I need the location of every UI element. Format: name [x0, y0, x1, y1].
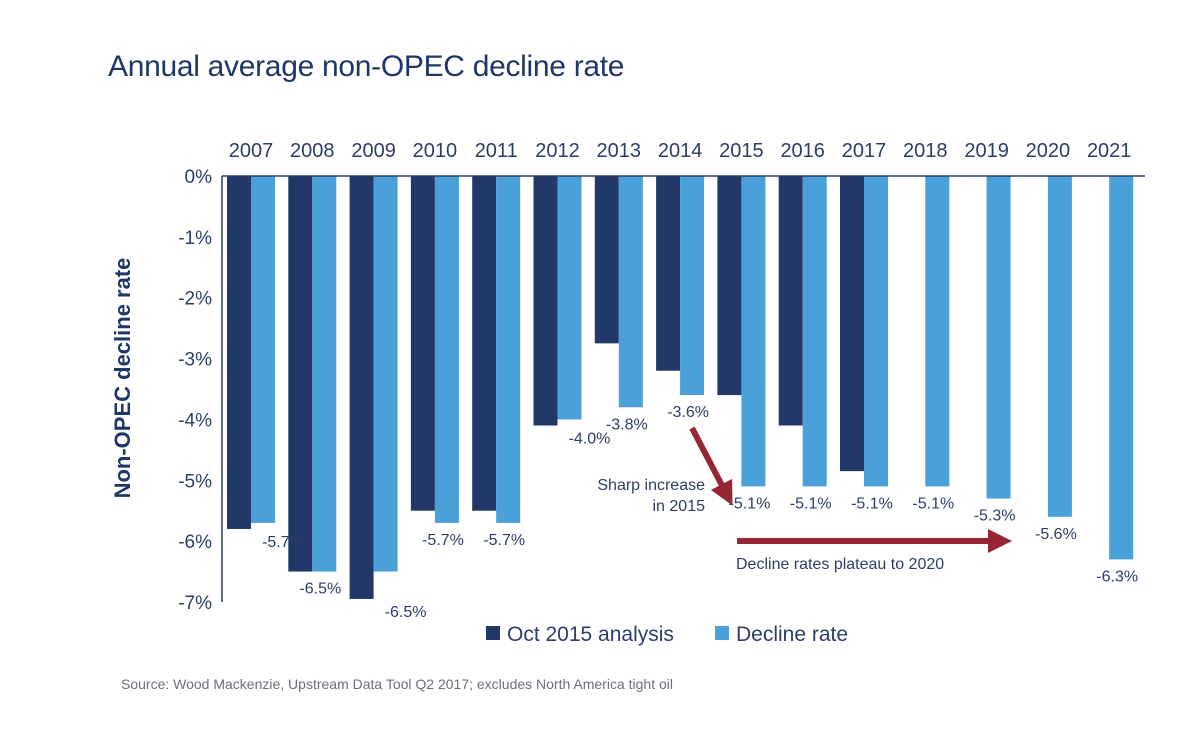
- y-tick-label: -2%: [178, 289, 212, 310]
- bar-decline-rate: [1109, 176, 1134, 560]
- x-tick-label: 2013: [597, 140, 642, 162]
- bar-decline-rate: [925, 176, 950, 487]
- bar-oct2015: [533, 176, 558, 426]
- x-tick-label: 2009: [351, 140, 396, 162]
- bar-oct2015: [594, 176, 619, 344]
- chart-title: Annual average non-OPEC decline rate: [108, 50, 625, 83]
- annotation-sharp-increase-line2: in 2015: [653, 498, 706, 515]
- bar-decline-rate: [741, 176, 766, 487]
- y-tick-label: -1%: [178, 228, 212, 249]
- source-note: Source: Wood Mackenzie, Upstream Data To…: [121, 676, 673, 692]
- legend-label-oct2015: Oct 2015 analysis: [507, 623, 674, 646]
- bar-decline-rate: [496, 176, 521, 523]
- legend-label-decline: Decline rate: [736, 623, 848, 646]
- y-tick-label: -3%: [178, 350, 212, 371]
- bar-decline-rate: [434, 176, 459, 523]
- y-tick-label: 0%: [185, 167, 213, 188]
- legend-swatch-oct2015: [486, 626, 500, 640]
- y-tick-label: -7%: [178, 593, 212, 614]
- data-label: -5.1%: [912, 495, 954, 512]
- data-label: -6.5%: [385, 604, 427, 621]
- bar-decline-rate: [680, 176, 705, 396]
- bar-oct2015: [472, 176, 497, 511]
- sharp-increase-arrow: [689, 426, 733, 506]
- y-tick-label: -6%: [178, 532, 212, 553]
- legend: Oct 2015 analysis Decline rate: [486, 623, 848, 646]
- y-tick-label: -5%: [178, 471, 212, 492]
- x-tick-label: 2021: [1087, 140, 1132, 162]
- x-tick-label: 2015: [719, 140, 764, 162]
- bar-decline-rate: [864, 176, 888, 487]
- x-tick-label: 2019: [964, 140, 1009, 162]
- bar-oct2015: [349, 176, 374, 599]
- data-label: -3.6%: [667, 404, 709, 421]
- data-label: -6.3%: [1096, 568, 1138, 585]
- data-label: -5.6%: [1035, 526, 1077, 543]
- x-tick-label: 2017: [842, 140, 887, 162]
- bar-decline-rate: [373, 176, 398, 572]
- x-tick-label: 2020: [1026, 140, 1071, 162]
- bar-oct2015: [840, 176, 864, 472]
- data-label: -6.5%: [299, 581, 341, 598]
- annotation-sharp-increase-line1: Sharp increase: [597, 477, 705, 494]
- bar-oct2015: [410, 176, 435, 511]
- data-label: -5.1%: [851, 495, 893, 512]
- bar-oct2015: [656, 176, 681, 371]
- bar-decline-rate: [802, 176, 827, 487]
- data-label: -5.7%: [262, 534, 304, 551]
- bar-decline-rate: [251, 176, 275, 523]
- data-label: -5.1%: [729, 495, 771, 512]
- x-tick-label: 2014: [658, 140, 703, 162]
- data-label: -4.0%: [569, 431, 611, 448]
- data-label: -5.7%: [483, 532, 525, 549]
- bar-oct2015: [288, 176, 313, 572]
- x-tick-label: 2018: [903, 140, 948, 162]
- x-tick-label: 2007: [229, 140, 274, 162]
- bar-oct2015: [227, 176, 251, 529]
- x-tick-label: 2011: [475, 140, 518, 162]
- data-label: -3.8%: [606, 416, 648, 433]
- x-tick-label: 2016: [780, 140, 825, 162]
- bar-decline-rate: [618, 176, 643, 408]
- y-axis-label: Non-OPEC decline rate: [110, 258, 135, 499]
- annotation-plateau: Decline rates plateau to 2020: [736, 556, 944, 573]
- data-label: -5.3%: [974, 508, 1016, 525]
- legend-swatch-decline: [715, 626, 729, 640]
- x-tick-label: 2012: [535, 140, 580, 162]
- bar-decline-rate: [986, 176, 1011, 499]
- bar-oct2015: [717, 176, 742, 396]
- bar-decline-rate: [1047, 176, 1072, 517]
- bar-decline-rate: [312, 176, 337, 572]
- y-tick-label: -4%: [178, 410, 212, 431]
- bar-oct2015: [778, 176, 803, 426]
- data-label: -5.7%: [422, 532, 464, 549]
- data-label: -5.1%: [790, 495, 832, 512]
- x-tick-label: 2010: [413, 140, 458, 162]
- bar-decline-rate: [557, 176, 582, 420]
- x-tick-label: 2008: [290, 140, 335, 162]
